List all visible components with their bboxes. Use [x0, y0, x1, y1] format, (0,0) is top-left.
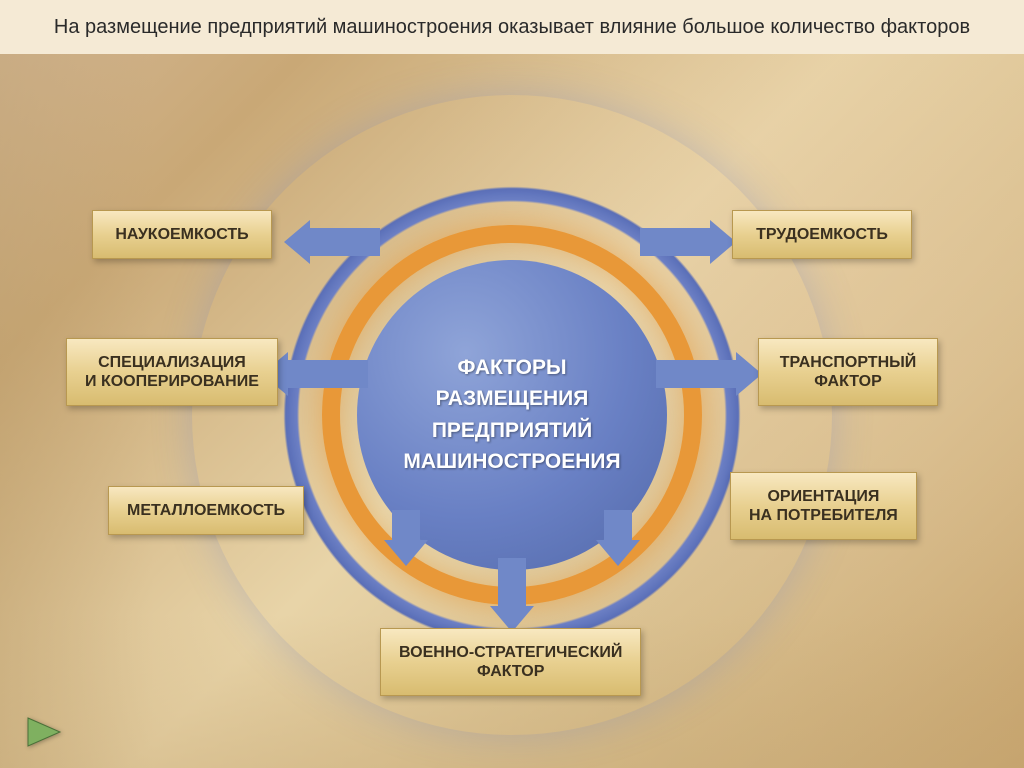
factor-label: ФАКТОР: [399, 662, 622, 681]
center-line: ПРЕДПРИЯТИЙ: [403, 415, 620, 447]
factor-label: НАУКОЕМКОСТЬ: [115, 226, 248, 243]
arrow-to-low-right: [604, 510, 632, 540]
nav-next-button[interactable]: [24, 716, 64, 748]
factor-metal: МЕТАЛЛОЕМКОСТЬ: [108, 486, 304, 535]
factor-label: МЕТАЛЛОЕМКОСТЬ: [127, 502, 285, 519]
factor-label: СПЕЦИАЛИЗАЦИЯ: [85, 353, 259, 372]
arrow-to-low-left: [392, 510, 420, 540]
arrow-to-mid-right: [656, 360, 736, 388]
center-line: РАЗМЕЩЕНИЯ: [403, 383, 620, 415]
play-icon: [24, 716, 64, 748]
factor-label: ВОЕННО-СТРАТЕГИЧЕСКИЙ: [399, 643, 622, 662]
factor-transport: ТРАНСПОРТНЫЙ ФАКТОР: [758, 338, 938, 406]
arrow-to-bottom: [498, 558, 526, 606]
factor-consumer: ОРИЕНТАЦИЯ НА ПОТРЕБИТЕЛЯ: [730, 472, 917, 540]
factor-label: ОРИЕНТАЦИЯ: [749, 487, 898, 506]
center-line: ФАКТОРЫ: [403, 352, 620, 384]
factor-label: НА ПОТРЕБИТЕЛЯ: [749, 506, 898, 525]
factor-label: ФАКТОР: [777, 372, 919, 391]
arrow-to-top-right: [640, 228, 710, 256]
factor-label: ТРАНСПОРТНЫЙ: [777, 353, 919, 372]
factor-label: И КООПЕРИРОВАНИЕ: [85, 372, 259, 391]
arrow-to-mid-left: [288, 360, 368, 388]
factor-label: ТРУДОЕМКОСТЬ: [756, 226, 888, 243]
factor-specialization: СПЕЦИАЛИЗАЦИЯ И КООПЕРИРОВАНИЕ: [66, 338, 278, 406]
factors-diagram: ФАКТОРЫ РАЗМЕЩЕНИЯ ПРЕДПРИЯТИЙ МАШИНОСТР…: [0, 0, 1024, 768]
slide: На размещение предприятий машиностроения…: [0, 0, 1024, 768]
factor-labor: ТРУДОЕМКОСТЬ: [732, 210, 912, 259]
arrow-to-top-left: [310, 228, 380, 256]
center-line: МАШИНОСТРОЕНИЯ: [403, 446, 620, 478]
factor-science: НАУКОЕМКОСТЬ: [92, 210, 272, 259]
factor-military: ВОЕННО-СТРАТЕГИЧЕСКИЙ ФАКТОР: [380, 628, 641, 696]
slide-title: На размещение предприятий машиностроения…: [0, 0, 1024, 54]
